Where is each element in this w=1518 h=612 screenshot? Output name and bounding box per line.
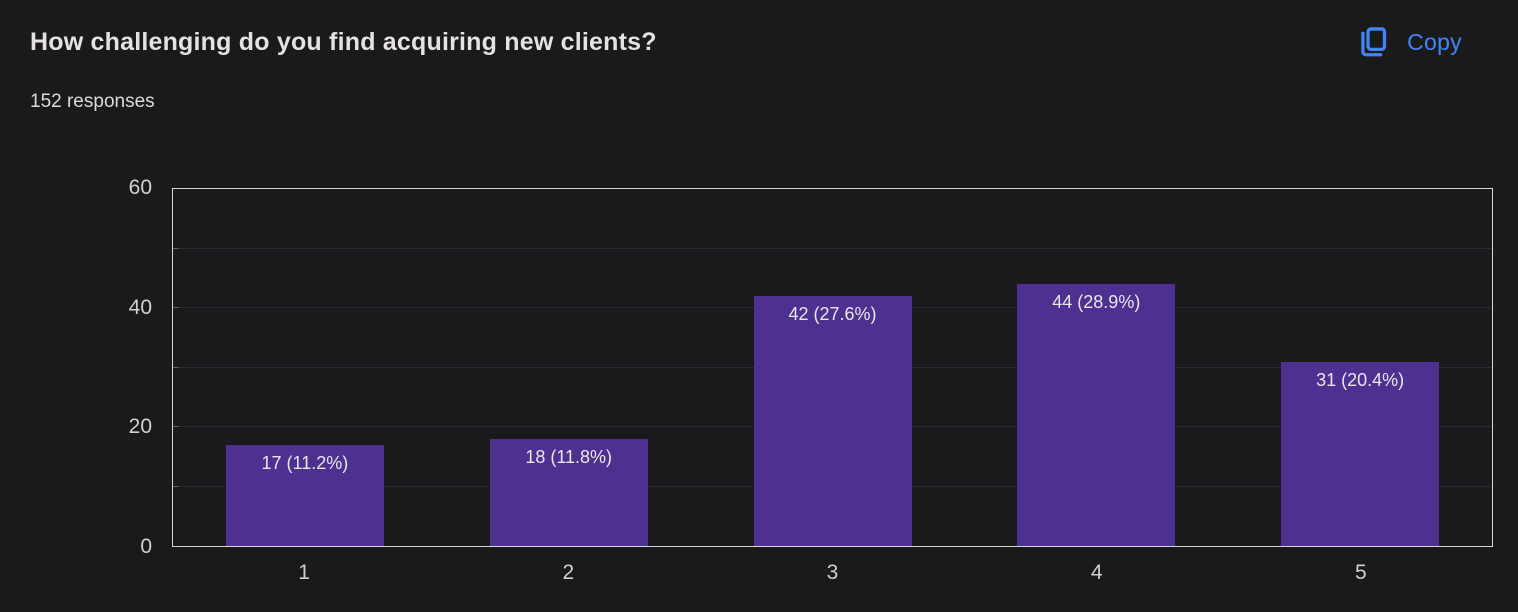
y-tick-label: 20	[128, 415, 152, 439]
x-tick-label: 3	[826, 561, 839, 584]
bar-5: 31 (20.4%)	[1281, 361, 1440, 546]
bar-value-label: 42 (27.6%)	[788, 304, 877, 325]
x-tick-label: 5	[1355, 561, 1367, 584]
gridline	[173, 247, 1492, 249]
bar-value-label: 18 (11.8%)	[525, 446, 613, 467]
question-title: How challenging do you find acquiring ne…	[30, 28, 657, 56]
copy-button[interactable]: Copy	[1351, 20, 1464, 64]
x-tick-label: 2	[562, 561, 575, 584]
y-tick-label: 40	[128, 295, 152, 319]
y-tick-mark	[173, 426, 179, 427]
y-tick-mark	[173, 307, 179, 308]
x-tick-label: 1	[298, 561, 310, 584]
plot-area: 17 (11.2%) 18 (11.8%) 42 (27.6%) 44 (28.9%)…	[172, 188, 1493, 547]
y-tick-mark	[173, 485, 179, 487]
y-tick-mark	[173, 366, 179, 368]
y-tick-label: 0	[140, 535, 152, 558]
bar-value-label: 44 (28.9%)	[1052, 292, 1141, 313]
y-tick-mark	[173, 247, 179, 249]
y-axis: 0 20 40 60	[0, 176, 152, 558]
x-tick-label: 4	[1090, 561, 1103, 584]
bar-value-label: 17 (11.2%)	[261, 452, 349, 473]
bar-3: 42 (27.6%)	[753, 296, 912, 546]
bar-4: 44 (28.9%)	[1017, 284, 1176, 546]
y-tick-label: 60	[128, 176, 152, 199]
copy-icon	[1353, 23, 1389, 61]
bar-1: 17 (11.2%)	[225, 444, 384, 546]
x-axis: 1 2 3 4 5	[172, 559, 1493, 589]
bar-value-label: 31 (20.4%)	[1316, 369, 1405, 390]
response-count: 152 responses	[30, 91, 155, 112]
copy-button-label: Copy	[1407, 28, 1462, 55]
bar-2: 18 (11.8%)	[489, 438, 648, 546]
